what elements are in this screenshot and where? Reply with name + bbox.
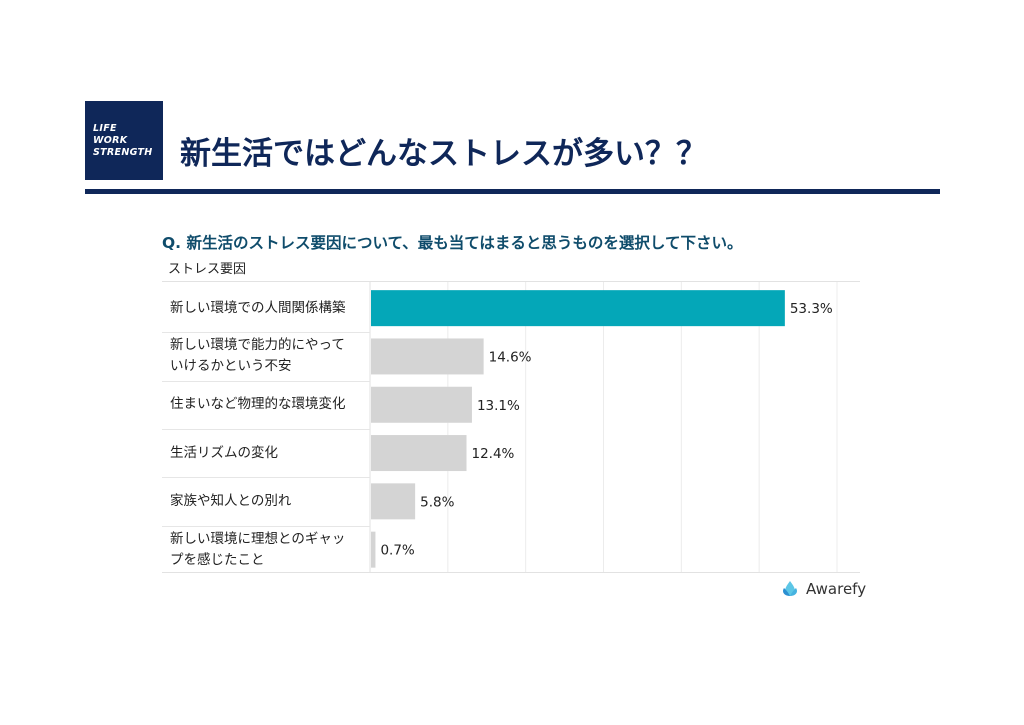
awarefy-logo-icon [783, 581, 797, 596]
chart-bottom-rule [162, 572, 860, 573]
data-label: 13.1% [477, 398, 520, 414]
row-separator [162, 380, 370, 382]
bar [371, 483, 416, 520]
category-label: 生活リズムの変化 [170, 444, 278, 461]
row-separator [162, 428, 370, 430]
data-label: 14.6% [489, 349, 532, 365]
row-separator [162, 525, 370, 527]
bar [371, 435, 467, 472]
bar [371, 531, 376, 568]
category-label: 住まいなど物理的な環境変化 [170, 396, 346, 413]
page-title: 新生活ではどんなストレスが多い？？ [180, 136, 707, 172]
bar [371, 290, 785, 327]
column-header: ストレス要因 [162, 260, 860, 282]
category-label: 新しい環境での人間関係構築 [170, 299, 346, 316]
stress-factor-chart: ストレス要因 53.3% 14.6% 13.1% 12.4% 5.8% 0.7% 新しい環… [162, 260, 860, 574]
data-label: 5.8% [420, 494, 454, 510]
survey-question: Q. 新生活のストレス要因について、最も当てはまると思うものを選択して下さい。 [162, 234, 743, 252]
data-label: 53.3% [790, 301, 833, 317]
bar [371, 386, 472, 423]
logo-line-3: STRENGTH [93, 147, 153, 158]
awarefy-brand: Awarefy [780, 579, 866, 599]
life-work-strength-logo: LIFE WORK STRENGTH [85, 101, 163, 180]
bar [371, 338, 484, 375]
awarefy-wordmark: Awarefy [806, 580, 867, 598]
logo-line-2: WORK [93, 135, 128, 146]
title-divider [85, 189, 940, 194]
category-label: 新しい環境で能力的にやって いけるかという不安 [170, 337, 345, 375]
row-separator [162, 332, 370, 334]
row-separator [162, 477, 370, 479]
data-label: 12.4% [472, 446, 515, 462]
category-label: 家族や知人との別れ [170, 492, 292, 509]
logo-line-1: LIFE [93, 123, 117, 134]
category-label: 新しい環境に理想とのギャッ プを感じたこと [170, 530, 346, 568]
data-label: 0.7% [380, 543, 414, 559]
bar-chart-svg: 53.3% 14.6% 13.1% 12.4% 5.8% 0.7% [369, 282, 838, 572]
